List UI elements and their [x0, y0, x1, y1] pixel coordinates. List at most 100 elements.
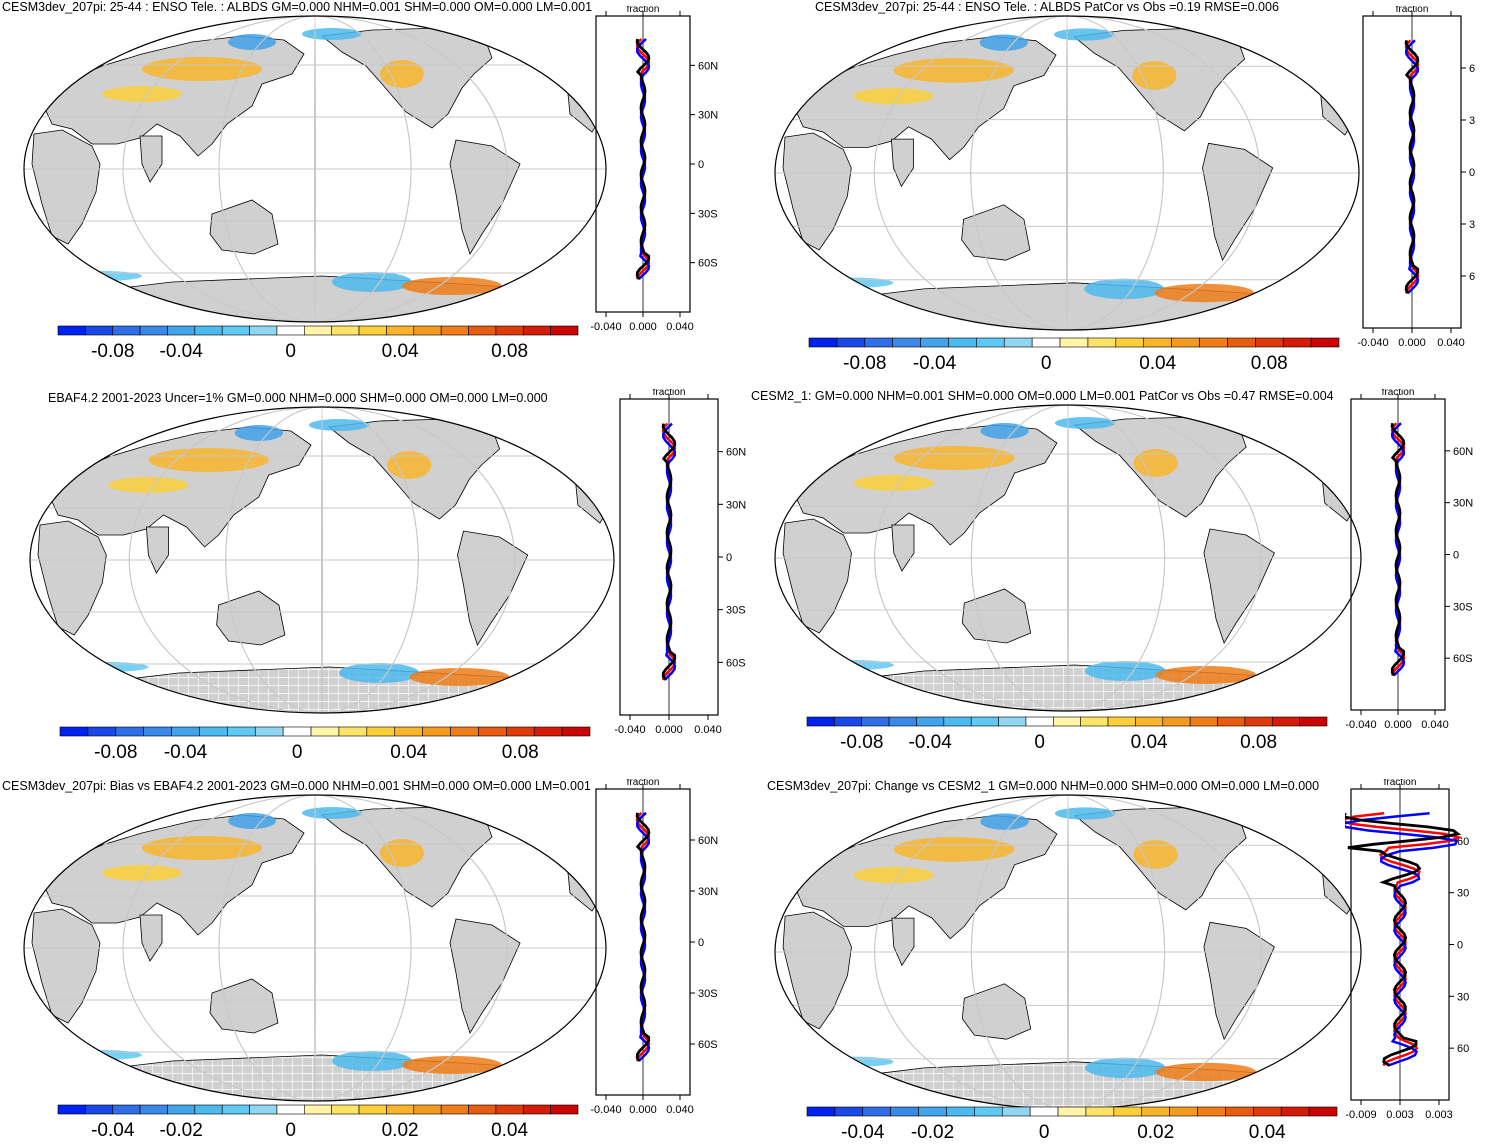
colorbar: -0.08 -0.04 0 0.04 0.08 [808, 337, 1340, 374]
latitude-label: 0 [698, 937, 704, 949]
colorbar-tick-label: 0.08 [1240, 732, 1277, 753]
x-tick-label: 0.000 [629, 321, 657, 333]
anomaly-patch [148, 448, 269, 472]
colorbar-swatch [1310, 337, 1340, 348]
latitude-label: 0 [726, 552, 732, 564]
colorbar-swatch [331, 325, 360, 336]
colorbar-swatch [836, 337, 866, 348]
colorbar-swatch [276, 325, 305, 336]
colorbar-tick-label: 0.04 [1139, 353, 1176, 374]
anomaly-patch [1133, 449, 1178, 477]
anomaly-patch [142, 57, 262, 81]
colorbar-swatch [57, 1104, 86, 1115]
colorbar-swatch [1189, 716, 1218, 727]
anomaly-patch [387, 451, 432, 479]
longitude-line [314, 795, 316, 1101]
colorbar-swatch [561, 726, 591, 737]
longitude-line [1067, 795, 1069, 1109]
anomaly-patch [234, 425, 283, 441]
colorbar-swatch [1197, 1106, 1226, 1117]
colorbar-swatch [1029, 1106, 1059, 1117]
latitude-label: 60 [1457, 836, 1469, 848]
colorbar-swatch [304, 325, 332, 336]
colorbar-swatch [1253, 1106, 1282, 1117]
anomaly-patch [68, 662, 149, 672]
world-map [23, 794, 607, 1102]
latitude-label: 30S [698, 208, 718, 220]
colorbar-swatch [112, 1104, 141, 1115]
greenland-land [491, 796, 551, 834]
colorbar-swatch [1217, 716, 1246, 727]
zonal-mean-plot: fraction -0.040 0.000 0.040 60N 30N 0 30S 60S [1345, 389, 1473, 731]
colorbar-swatch [1169, 1106, 1198, 1117]
colorbar-swatch [1135, 716, 1164, 727]
map-layer [775, 795, 1361, 1109]
colorbar-swatch [864, 337, 893, 348]
colorbar-swatch [1003, 337, 1033, 348]
colorbar-swatch [468, 1104, 497, 1115]
latitude-label: 60N [726, 447, 746, 459]
latitude-label: 0 [1453, 550, 1459, 562]
colorbar-swatch [1059, 337, 1089, 348]
longitude-line [873, 16, 1261, 330]
zonal-series-line [1390, 423, 1406, 677]
colorbar-tick-label: -0.08 [91, 341, 134, 362]
colorbar-swatch [167, 1104, 196, 1115]
colorbar-tick-label: 0.04 [390, 742, 427, 763]
map-panel-1: CESM3dev_207pi: 25-44 : ENSO Tele. : ALB… [0, 0, 745, 370]
colorbar-swatch [338, 726, 368, 737]
colorbar-swatch [495, 1104, 524, 1115]
anomaly-patch [1224, 305, 1265, 318]
anomaly-patch [402, 1056, 502, 1074]
zonal-axis-title: fraction [653, 389, 686, 398]
map-border [29, 406, 615, 714]
colorbar-swatch [1282, 337, 1312, 348]
india-land [145, 526, 169, 574]
latitude-label: 30S [1453, 601, 1473, 613]
map-panel-6: CESM3dev_207pi: Change vs CESM2_1 GM=0.0… [745, 775, 1489, 1147]
colorbar-swatch [970, 716, 999, 727]
anomaly-patch [980, 423, 1029, 439]
africa-land [31, 129, 101, 245]
latitude-label: 30 [1457, 991, 1469, 1003]
colorbar-swatch [976, 337, 1005, 348]
x-tick-label: -0.040 [590, 1104, 621, 1116]
colorbar-tick-label: -0.02 [911, 1122, 954, 1143]
colorbar-tick-label: -0.04 [913, 353, 957, 374]
x-tick-label: 0.040 [1437, 337, 1465, 349]
x-tick-label: 0.000 [1384, 719, 1412, 731]
anomaly-patch [108, 477, 189, 493]
colorbar-swatch [1255, 337, 1284, 348]
colorbar-swatch [171, 726, 200, 737]
colorbar-swatch [386, 325, 415, 336]
colorbar-tick-label: -0.04 [909, 732, 953, 753]
africa-land [37, 520, 107, 636]
zonal-axis-title: fraction [627, 779, 660, 788]
colorbar-tick-label: 0.08 [1251, 353, 1288, 374]
colorbar-swatch [85, 1104, 114, 1115]
colorbar-swatch [495, 325, 524, 336]
colorbar-swatch [1080, 716, 1109, 727]
longitude-line [874, 405, 1262, 711]
x-tick-label: 0.000 [629, 1104, 657, 1116]
anomaly-patch [402, 277, 502, 295]
anomaly-patch [62, 271, 142, 281]
colorbar-swatch [1171, 337, 1200, 348]
colorbar-swatch [1299, 716, 1328, 727]
colorbar-swatch [1141, 1106, 1170, 1117]
latitude-label: 60S [698, 1039, 718, 1051]
colorbar-swatch [468, 325, 497, 336]
anomaly-patch [308, 419, 370, 431]
zonal-mean-plot: fraction -0.040 0.000 0.040 6 3 0 3 6 [1357, 6, 1475, 349]
latitude-label: 30N [698, 886, 718, 898]
australia-land [216, 590, 286, 646]
colorbar-swatch [861, 716, 890, 727]
colorbar-swatch [550, 325, 579, 336]
india-land [139, 914, 163, 962]
colorbar-tick-label: 0.04 [1131, 732, 1168, 753]
colorbar-tick-label: -0.02 [160, 1120, 203, 1141]
india-land [890, 138, 914, 188]
colorbar-tick-label: -0.08 [843, 353, 886, 374]
anomaly-patch [893, 837, 1015, 862]
x-tick-label: 0.000 [655, 724, 683, 736]
